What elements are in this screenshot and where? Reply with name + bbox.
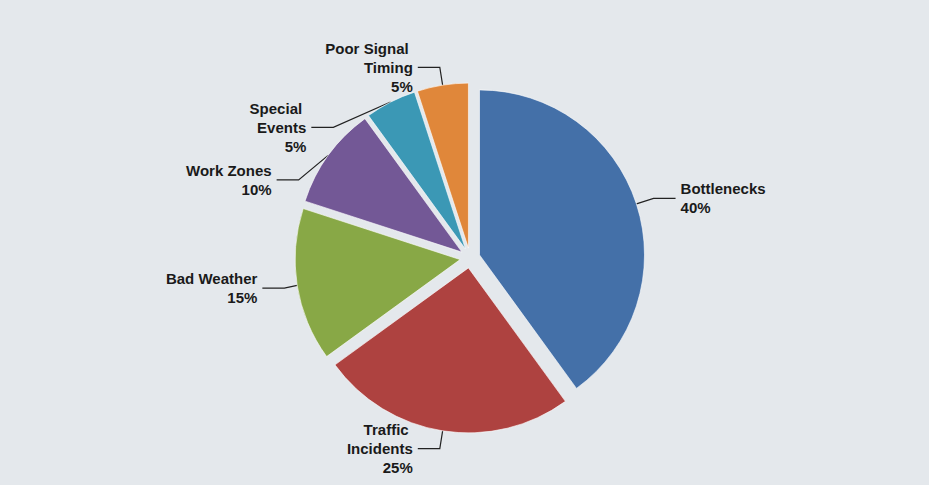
- svg-text:Work Zones: Work Zones: [186, 162, 272, 179]
- svg-text:5%: 5%: [391, 78, 413, 95]
- svg-text:Special: Special: [250, 100, 307, 117]
- svg-text:Bad Weather: Bad Weather: [166, 270, 258, 287]
- svg-text:Poor Signal: Poor Signal: [325, 40, 413, 57]
- svg-text:40%: 40%: [681, 199, 711, 216]
- svg-text:Traffic: Traffic: [364, 421, 413, 438]
- svg-text:25%: 25%: [383, 459, 413, 476]
- svg-text:Bottlenecks: Bottlenecks: [681, 180, 766, 197]
- svg-text:10%: 10%: [242, 181, 272, 198]
- svg-text:15%: 15%: [227, 289, 257, 306]
- svg-text:Incidents: Incidents: [347, 440, 413, 457]
- svg-text:5%: 5%: [285, 138, 307, 155]
- svg-text:Timing: Timing: [364, 59, 413, 76]
- svg-text:Events: Events: [257, 119, 306, 136]
